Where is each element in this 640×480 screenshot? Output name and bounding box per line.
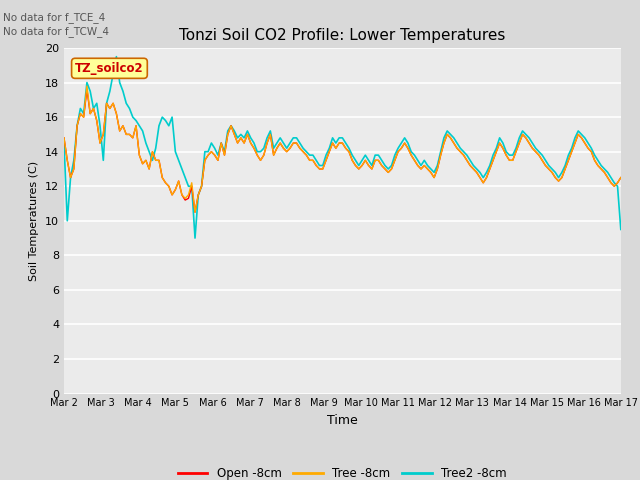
Tree -8cm (60, 135, 68, 141)
Tree -8cm (165, 183, 173, 189)
Tree2 -8cm (414, 157, 422, 163)
Open -8cm (60, 135, 68, 141)
Text: No data for f_TCE_4: No data for f_TCE_4 (3, 12, 106, 23)
Open -8cm (165, 183, 173, 189)
Tree -8cm (394, 149, 402, 155)
Legend: Open -8cm, Tree -8cm, Tree2 -8cm: Open -8cm, Tree -8cm, Tree2 -8cm (173, 462, 511, 480)
Line: Tree2 -8cm: Tree2 -8cm (64, 57, 621, 238)
Text: No data for f_TCW_4: No data for f_TCW_4 (3, 26, 109, 37)
Open -8cm (456, 149, 464, 155)
X-axis label: Time: Time (327, 414, 358, 427)
Open -8cm (83, 86, 91, 92)
Text: TZ_soilco2: TZ_soilco2 (75, 62, 144, 75)
Open -8cm (564, 157, 572, 163)
Tree -8cm (456, 149, 464, 155)
Tree -8cm (83, 83, 91, 89)
Tree2 -8cm (617, 227, 625, 232)
Line: Open -8cm: Open -8cm (64, 89, 621, 212)
Line: Tree -8cm: Tree -8cm (64, 86, 621, 212)
Tree2 -8cm (165, 123, 173, 129)
Tree2 -8cm (113, 54, 120, 60)
Open -8cm (538, 157, 546, 163)
Open -8cm (414, 163, 422, 168)
Title: Tonzi Soil CO2 Profile: Lower Temperatures: Tonzi Soil CO2 Profile: Lower Temperatur… (179, 28, 506, 43)
Tree -8cm (414, 163, 422, 168)
Tree2 -8cm (60, 140, 68, 146)
Tree -8cm (564, 157, 572, 163)
Tree -8cm (191, 209, 199, 215)
Tree2 -8cm (191, 235, 199, 241)
Tree -8cm (538, 157, 546, 163)
Y-axis label: Soil Temperatures (C): Soil Temperatures (C) (29, 161, 40, 281)
Tree2 -8cm (456, 145, 464, 151)
Open -8cm (617, 175, 625, 180)
Open -8cm (394, 149, 402, 155)
Tree2 -8cm (538, 152, 546, 158)
Tree2 -8cm (564, 152, 572, 158)
Tree -8cm (617, 175, 625, 180)
Tree2 -8cm (394, 145, 402, 151)
Open -8cm (191, 209, 199, 215)
